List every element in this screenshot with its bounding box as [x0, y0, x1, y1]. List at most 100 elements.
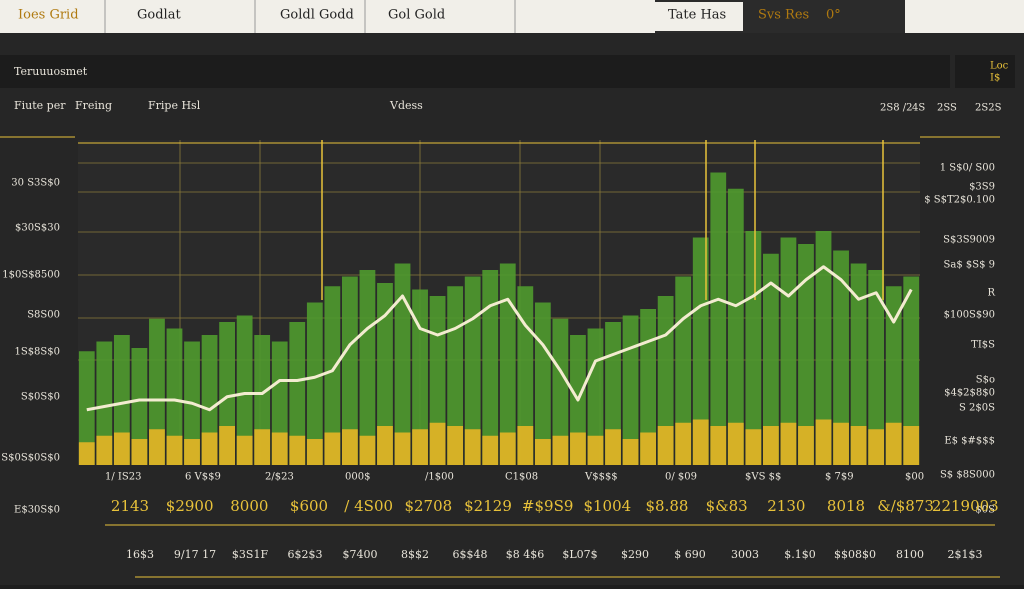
volume-bar — [236, 435, 253, 465]
volume-bar — [780, 422, 797, 465]
tab[interactable]: 0° — [826, 8, 841, 23]
row-value: 2130 — [767, 497, 805, 515]
right-label: $3S9 — [969, 182, 995, 193]
volume-bar — [324, 286, 341, 465]
column-header: 4S — [912, 103, 925, 114]
volume-bar — [640, 309, 656, 465]
volume-bar — [78, 351, 95, 465]
volume-bar — [552, 435, 569, 465]
volume-bar — [219, 426, 235, 465]
x-label: V$$$$ — [584, 472, 618, 483]
volume-bar — [815, 231, 832, 465]
volume-bar — [622, 439, 639, 465]
volume-bar — [605, 429, 621, 465]
tab[interactable]: Godlat — [137, 8, 181, 23]
panel-header — [0, 55, 950, 88]
row-value: 2143 — [111, 497, 149, 515]
volume-bar — [271, 432, 288, 465]
volume-bar — [640, 432, 656, 465]
volume-bar — [394, 432, 411, 465]
x-label: 000$ — [345, 472, 370, 483]
column-header: Fripe Hsl — [148, 99, 201, 112]
row-value: $290 — [621, 548, 649, 561]
right-label: $4$2$8$0 — [944, 388, 995, 399]
right-label: S$o — [976, 375, 995, 386]
volume-bar — [763, 253, 779, 465]
row-value: 8000 — [230, 497, 268, 515]
row-value: 9/17 17 — [174, 548, 216, 561]
volume-bar — [798, 244, 814, 465]
volume-bar — [131, 348, 148, 465]
volume-bar — [903, 426, 920, 465]
right-label: S$ $8S000 — [940, 470, 995, 481]
right-label: S$3S9009 — [943, 235, 995, 246]
right-label: E$ $#$$$ — [944, 436, 995, 447]
volume-bar — [657, 296, 674, 465]
volume-bar — [534, 439, 551, 465]
tab[interactable]: Goldl Godd — [280, 8, 354, 23]
row-value: 2219003 — [932, 497, 999, 515]
volume-bar — [833, 250, 849, 465]
volume-bar — [394, 263, 411, 465]
volume-bar — [342, 429, 358, 465]
row-value: 8018 — [827, 497, 865, 515]
volume-bar — [342, 276, 358, 465]
volume-bar — [903, 276, 920, 465]
volume-bar — [306, 302, 323, 465]
row-value: &/$873 — [877, 497, 934, 515]
volume-bar — [464, 276, 481, 465]
tab-box — [655, 2, 743, 31]
price-line — [86, 265, 913, 412]
row-value: / 4S00 — [344, 497, 393, 515]
volume-bar — [482, 270, 499, 465]
column-header: 2S2S — [975, 103, 1002, 114]
volume-bar — [885, 286, 902, 465]
panel-corner — [955, 55, 1015, 88]
y-label: 30 S3S$0 — [11, 178, 60, 189]
volume-bar — [833, 422, 849, 465]
volume-bar — [727, 422, 744, 465]
volume-bar — [429, 422, 446, 465]
volume-bar — [657, 426, 674, 465]
volume-bar — [763, 426, 779, 465]
volume-bar — [96, 435, 113, 465]
row-value: $ 690 — [674, 548, 706, 561]
column-header: Vdess — [389, 99, 423, 112]
tab[interactable]: Svs Res — [758, 8, 809, 23]
x-label: $ 7$9 — [825, 472, 854, 483]
panel-title: Teruuuosmet — [14, 65, 88, 78]
row-value: $&83 — [706, 497, 748, 515]
tab[interactable]: Gol Gold — [388, 8, 445, 23]
x-label: 1/ IS23 — [105, 472, 141, 483]
volume-bar — [306, 439, 323, 465]
volume-bar — [727, 188, 744, 465]
row-value: $L07$ — [562, 548, 597, 561]
volume-bar — [184, 439, 200, 465]
right-label: $0S — [975, 505, 995, 516]
row-value: $8 4$6 — [506, 548, 545, 561]
column-header: 2S8 /2 — [880, 103, 913, 114]
volume-bar — [149, 318, 165, 465]
column-header: 2SS — [937, 103, 957, 114]
volume-bar — [78, 442, 95, 465]
volume-bar — [359, 270, 376, 465]
volume-bar — [289, 322, 306, 465]
volume-bar — [692, 419, 709, 465]
volume-bar — [745, 231, 762, 465]
volume-bar — [710, 172, 727, 465]
volume-bar — [499, 432, 516, 465]
volume-bar — [201, 432, 218, 465]
right-label: $ S$T2$0.100 — [924, 195, 995, 206]
right-label: TI$S — [971, 340, 995, 351]
volume-bar — [289, 435, 306, 465]
right-label: Sa$ $S$ 9 — [944, 260, 995, 271]
volume-bar — [464, 429, 481, 465]
volume-bar — [324, 432, 341, 465]
volume-bar — [149, 429, 165, 465]
tab[interactable]: Ioes Grid — [18, 8, 79, 23]
volume-bar — [166, 328, 183, 465]
tab[interactable]: Tate Has — [668, 8, 726, 23]
row-value: 8100 — [896, 548, 924, 561]
row-value: $600 — [290, 497, 328, 515]
volume-bar — [587, 435, 604, 465]
